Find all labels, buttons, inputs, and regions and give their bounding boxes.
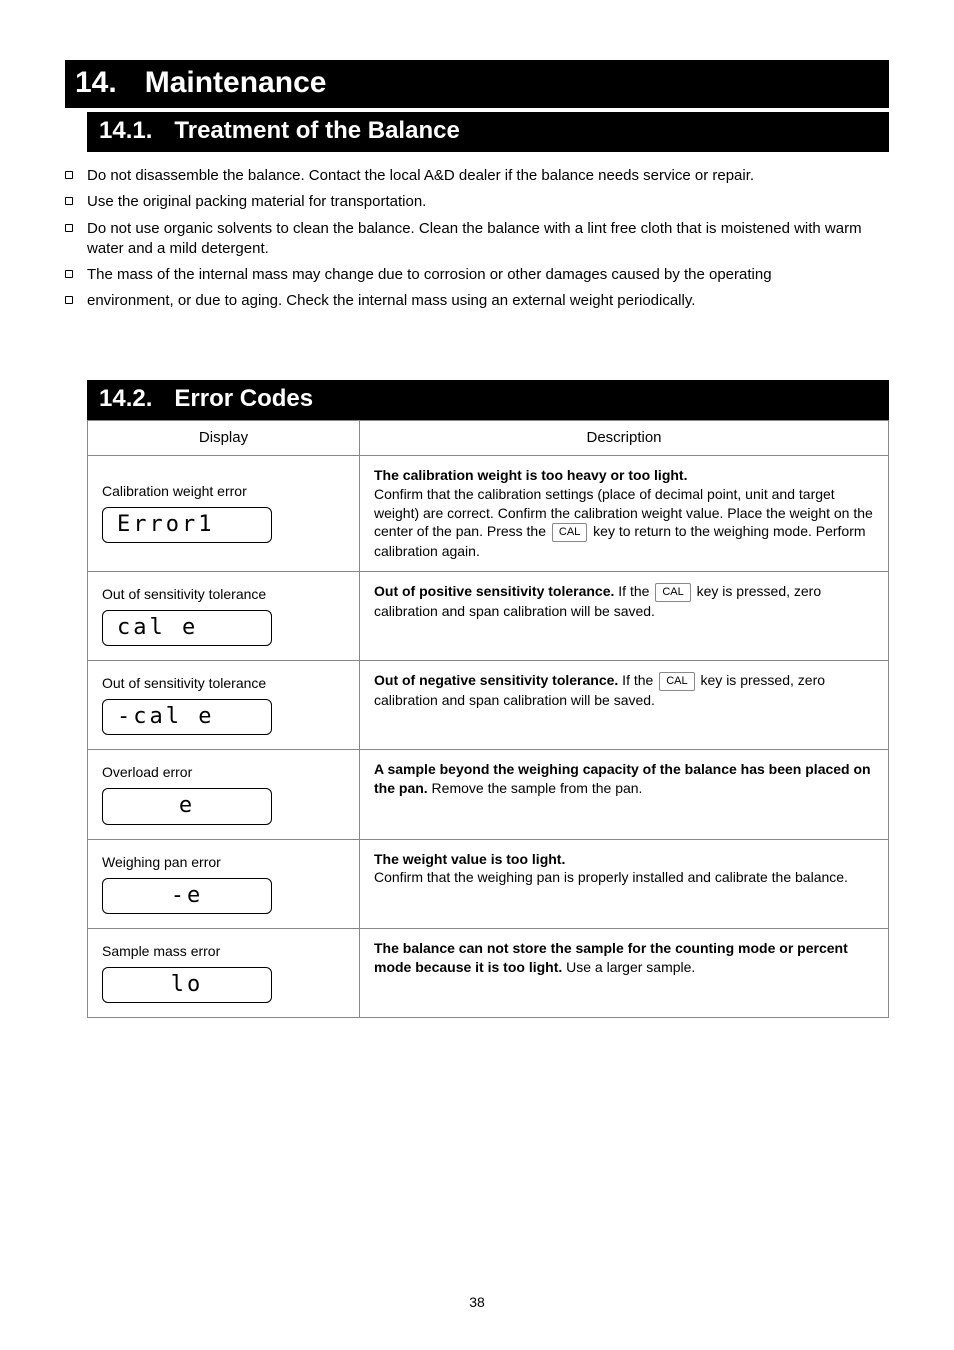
error-description-cell: The balance can not store the sample for… — [360, 929, 888, 1017]
subsection-title: Error Codes — [174, 385, 313, 412]
list-item-text: environment, or due to aging. Check the … — [87, 291, 889, 311]
bullet-icon — [65, 270, 73, 278]
section-number: 14. — [75, 66, 117, 99]
list-item: The mass of the internal mass may change… — [65, 265, 889, 285]
subsection-heading: 14.1. Treatment of the Balance — [87, 112, 889, 152]
error-name: Overload error — [102, 764, 192, 780]
error-description-cell: Out of positive sensitivity tolerance. I… — [360, 572, 888, 660]
bullet-icon — [65, 197, 73, 205]
error-codes-table: Display Description Calibration weight e… — [87, 420, 889, 1018]
table-row: Overload error e A sample beyond the weigh… — [88, 749, 888, 838]
page-number: 38 — [0, 1294, 954, 1310]
error-name: Calibration weight error — [102, 483, 247, 499]
error-name: Sample mass error — [102, 943, 220, 959]
subsection-title: Treatment of the Balance — [174, 117, 459, 144]
error-display-cell: Overload error e — [88, 750, 360, 838]
table-row: Sample mass error lo The balance can not s… — [88, 928, 888, 1017]
list-item: Use the original packing material for tr… — [65, 192, 889, 212]
subsection-number: 14.2. — [99, 385, 152, 412]
error-display-cell: Out of sensitivity tolerance cal e — [88, 572, 360, 660]
list-item: Do not use organic solvents to clean the… — [65, 219, 889, 260]
error-display-cell: Out of sensitivity tolerance -cal e — [88, 661, 360, 749]
list-item: environment, or due to aging. Check the … — [65, 291, 889, 311]
error-name: Weighing pan error — [102, 854, 221, 870]
error-description-cell: A sample beyond the weighing capacity of… — [360, 750, 888, 838]
list-item: Do not disassemble the balance. Contact … — [65, 166, 889, 186]
subsection-heading: 14.2. Error Codes — [87, 380, 889, 420]
lcd-display-box: cal e — [102, 610, 272, 646]
table-header-display: Display — [88, 421, 360, 455]
error-description-cell: The weight value is too light.Confirm th… — [360, 840, 888, 928]
error-name: Out of sensitivity tolerance — [102, 675, 266, 691]
list-item-text: Use the original packing material for tr… — [87, 192, 889, 212]
bullet-list: Do not disassemble the balance. Contact … — [65, 166, 889, 312]
error-display-cell: Weighing pan error -e — [88, 840, 360, 928]
list-item-text: Do not disassemble the balance. Contact … — [87, 166, 889, 186]
error-display-cell: Sample mass error lo — [88, 929, 360, 1017]
bullet-icon — [65, 171, 73, 179]
table-header-row: Display Description — [88, 420, 888, 455]
bullet-icon — [65, 296, 73, 304]
lcd-display-box: -e — [102, 878, 272, 914]
section-title: Maintenance — [145, 66, 327, 99]
table-header-description: Description — [360, 421, 888, 455]
table-row: Out of sensitivity tolerance-cal eOut of… — [88, 660, 888, 749]
table-row: Calibration weight error Error1 The calibr… — [88, 455, 888, 571]
lcd-display-box: lo — [102, 967, 272, 1003]
lcd-display-box: e — [102, 788, 272, 824]
table-row: Out of sensitivity tolerancecal eOut of … — [88, 571, 888, 660]
list-item-text: Do not use organic solvents to clean the… — [87, 219, 889, 260]
lcd-display-box: -cal e — [102, 699, 272, 735]
error-name: Out of sensitivity tolerance — [102, 586, 266, 602]
lcd-display-box: Error1 — [102, 507, 272, 543]
error-description-cell: Out of negative sensitivity tolerance. I… — [360, 661, 888, 749]
error-display-cell: Calibration weight error Error1 — [88, 456, 360, 571]
section-heading: 14. Maintenance — [65, 60, 889, 108]
table-row: Weighing pan error -e The weight value is … — [88, 839, 888, 928]
bullet-icon — [65, 224, 73, 232]
list-item-text: The mass of the internal mass may change… — [87, 265, 889, 285]
subsection-number: 14.1. — [99, 117, 152, 144]
error-description-cell: The calibration weight is too heavy or t… — [360, 456, 888, 571]
